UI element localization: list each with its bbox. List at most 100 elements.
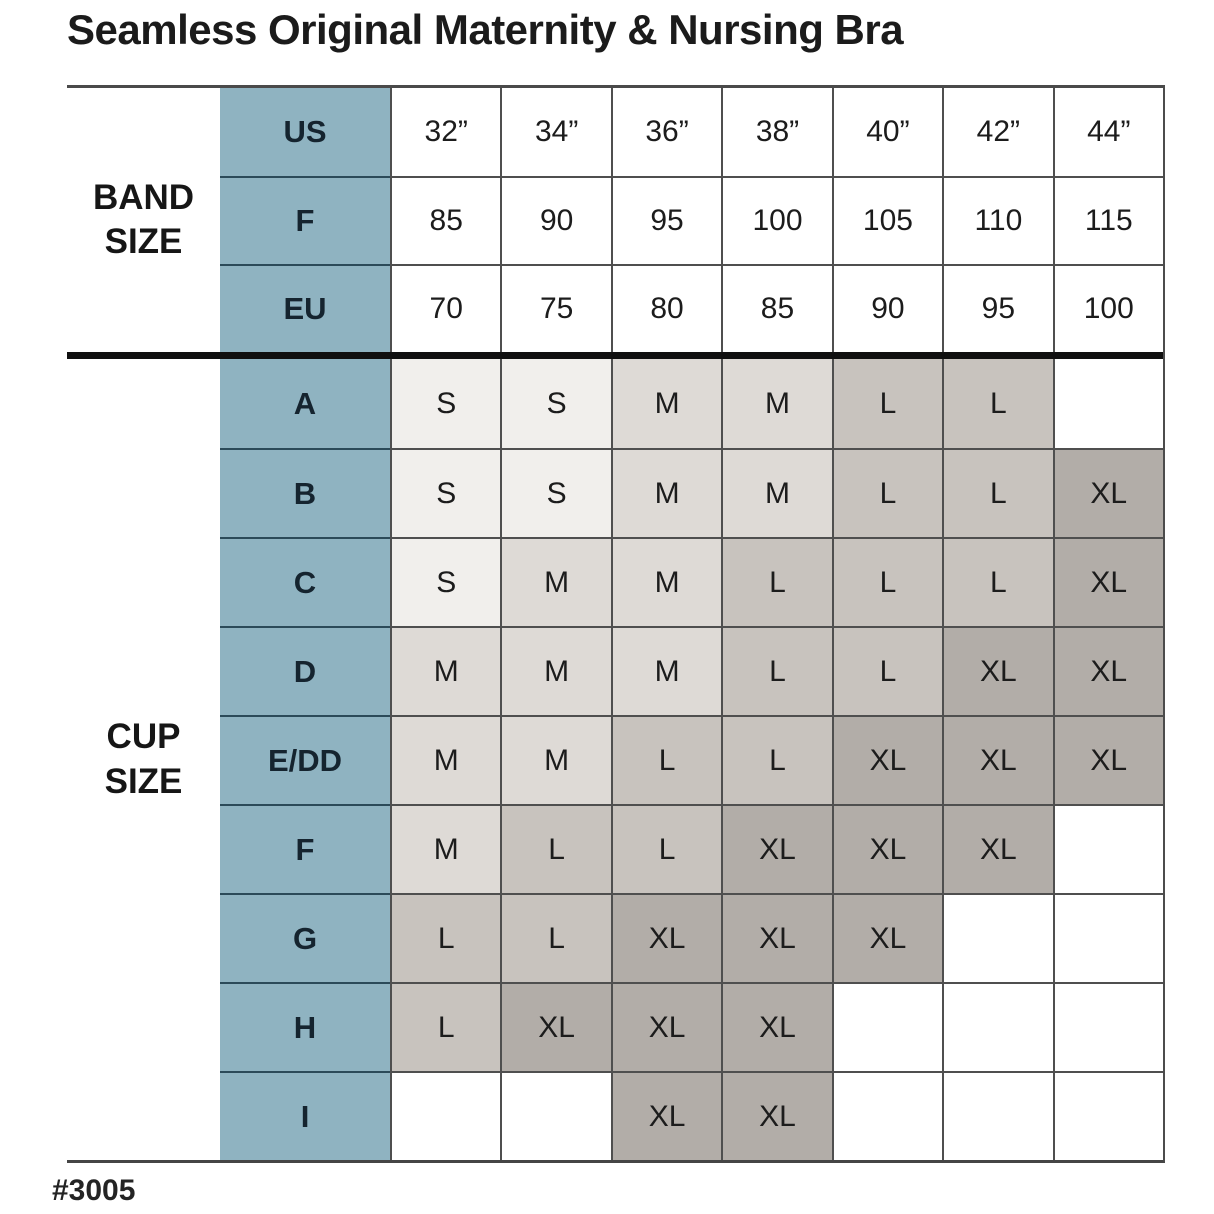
band-cell: 75 bbox=[500, 264, 611, 352]
cup-cell: M bbox=[500, 715, 611, 804]
band-cell: 32” bbox=[390, 88, 501, 176]
cup-cell: XL bbox=[942, 804, 1053, 893]
cup-cell: M bbox=[721, 448, 832, 537]
cup-cell: M bbox=[610, 537, 722, 626]
cup-row-label-F: F bbox=[220, 804, 390, 893]
cup-cell: L bbox=[831, 359, 943, 448]
band-cell: 115 bbox=[1052, 176, 1163, 264]
cup-cell: XL bbox=[831, 893, 943, 982]
band-size-label-line2: SIZE bbox=[104, 222, 183, 261]
cup-cell bbox=[500, 1071, 611, 1160]
band-cell: 34” bbox=[500, 88, 611, 176]
cup-size-label-line2: SIZE bbox=[104, 761, 183, 801]
cup-cell: M bbox=[390, 804, 501, 893]
band-cell: 36” bbox=[610, 88, 722, 176]
cup-cell: XL bbox=[500, 982, 611, 1071]
cup-cell: L bbox=[500, 804, 611, 893]
cup-cell: M bbox=[610, 359, 722, 448]
band-cell: 40” bbox=[831, 88, 943, 176]
cup-row-label-E/DD: E/DD bbox=[220, 715, 390, 804]
band-size-label: BAND SIZE bbox=[67, 88, 220, 352]
cup-cell: M bbox=[610, 626, 722, 715]
section-divider bbox=[67, 352, 1163, 359]
cup-cell bbox=[1052, 359, 1163, 448]
band-cell: 80 bbox=[610, 264, 722, 352]
cup-cell: L bbox=[831, 626, 943, 715]
cup-cell: XL bbox=[831, 804, 943, 893]
band-cell: 90 bbox=[500, 176, 611, 264]
cup-cell: M bbox=[721, 359, 832, 448]
cup-cell: XL bbox=[721, 804, 832, 893]
cup-cell: XL bbox=[942, 715, 1053, 804]
cup-cell bbox=[1052, 893, 1163, 982]
cup-cell bbox=[1052, 804, 1163, 893]
cup-cell: L bbox=[610, 804, 722, 893]
cup-row-label-G: G bbox=[220, 893, 390, 982]
cup-cell: XL bbox=[1052, 715, 1163, 804]
cup-cell: L bbox=[721, 537, 832, 626]
cup-cell: XL bbox=[1052, 537, 1163, 626]
cup-size-label-line1: CUP bbox=[106, 717, 181, 757]
cup-cell bbox=[942, 982, 1053, 1071]
band-row-label-US: US bbox=[220, 88, 390, 176]
cup-row-label-B: B bbox=[220, 448, 390, 537]
band-cell: 100 bbox=[1052, 264, 1163, 352]
band-cell: 38” bbox=[721, 88, 832, 176]
cup-row-label-I: I bbox=[220, 1071, 390, 1160]
cup-cell: XL bbox=[610, 1071, 722, 1160]
cup-cell: L bbox=[831, 448, 943, 537]
cup-cell: L bbox=[721, 626, 832, 715]
cup-cell: L bbox=[610, 715, 722, 804]
band-cell: 42” bbox=[942, 88, 1053, 176]
cup-cell: M bbox=[390, 626, 501, 715]
cup-cell: XL bbox=[721, 982, 832, 1071]
band-cell: 105 bbox=[831, 176, 943, 264]
cup-cell: L bbox=[500, 893, 611, 982]
cup-cell: XL bbox=[721, 1071, 832, 1160]
band-cell: 70 bbox=[390, 264, 501, 352]
band-cell: 85 bbox=[721, 264, 832, 352]
cup-cell: L bbox=[721, 715, 832, 804]
band-cell: 85 bbox=[390, 176, 501, 264]
cup-cell: L bbox=[942, 448, 1053, 537]
cup-cell: L bbox=[942, 359, 1053, 448]
band-cell: 90 bbox=[831, 264, 943, 352]
band-cell: 110 bbox=[942, 176, 1053, 264]
cup-cell bbox=[390, 1071, 501, 1160]
cup-cell bbox=[1052, 982, 1163, 1071]
cup-cell: L bbox=[390, 982, 501, 1071]
cup-cell: L bbox=[831, 537, 943, 626]
cup-cell: XL bbox=[610, 982, 722, 1071]
band-cell: 95 bbox=[942, 264, 1053, 352]
cup-cell: S bbox=[500, 448, 611, 537]
band-cell: 95 bbox=[610, 176, 722, 264]
size-chart-table: BAND SIZE CUP SIZE US 32” 34” 36” 38” 40” 42” 4… bbox=[67, 85, 1165, 1163]
cup-cell: XL bbox=[1052, 448, 1163, 537]
page-title: Seamless Original Maternity & Nursing Br… bbox=[67, 6, 904, 53]
cup-cell bbox=[831, 982, 943, 1071]
cup-cell: S bbox=[500, 359, 611, 448]
style-number: #3005 bbox=[52, 1174, 136, 1207]
cup-cell: XL bbox=[831, 715, 943, 804]
cup-cell bbox=[942, 893, 1053, 982]
cup-cell: S bbox=[390, 537, 501, 626]
cup-row-label-D: D bbox=[220, 626, 390, 715]
cup-cell bbox=[831, 1071, 943, 1160]
cup-row-label-H: H bbox=[220, 982, 390, 1071]
cup-cell bbox=[942, 1071, 1053, 1160]
cup-cell: M bbox=[500, 626, 611, 715]
cup-cell: S bbox=[390, 448, 501, 537]
cup-cell: XL bbox=[610, 893, 722, 982]
cup-cell: L bbox=[942, 537, 1053, 626]
cup-cell: M bbox=[390, 715, 501, 804]
cup-row-label-A: A bbox=[220, 359, 390, 448]
band-size-label-line1: BAND bbox=[92, 177, 195, 217]
cup-row-label-C: C bbox=[220, 537, 390, 626]
cup-cell: L bbox=[390, 893, 501, 982]
cup-cell bbox=[1052, 1071, 1163, 1160]
band-row-label-F: F bbox=[220, 176, 390, 264]
cup-cell: XL bbox=[942, 626, 1053, 715]
cup-size-label: CUP SIZE bbox=[67, 359, 220, 1160]
cup-cell: XL bbox=[721, 893, 832, 982]
